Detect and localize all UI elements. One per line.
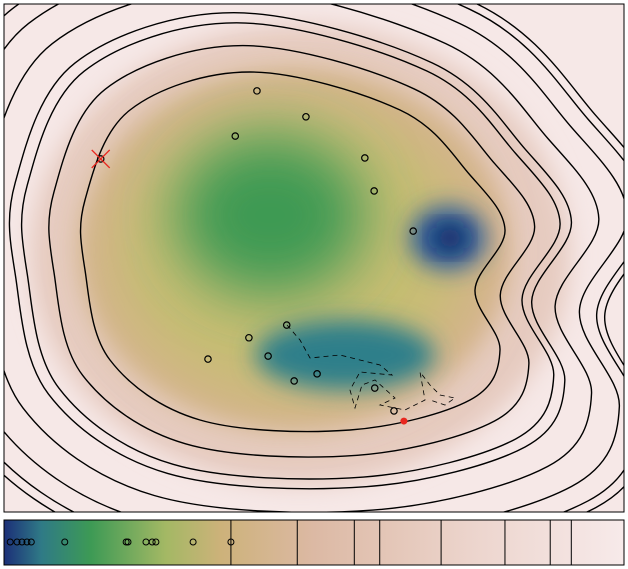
data-point [302, 112, 310, 121]
colorbar [4, 520, 624, 565]
contour-line [4, 4, 624, 512]
contour-line [20, 22, 561, 480]
data-point [204, 355, 212, 363]
colorbar-point [152, 538, 160, 546]
data-point [290, 377, 298, 385]
plot-frame [3, 3, 625, 513]
data-point [409, 227, 418, 235]
contour-line [4, 4, 624, 512]
colorbar-point [124, 538, 132, 546]
contour-line [79, 71, 506, 433]
contour-line [48, 44, 536, 458]
contour-line [8, 12, 573, 490]
colorbar-point [61, 538, 69, 546]
colorbar-point [148, 538, 156, 546]
colorbar-point [122, 538, 130, 546]
data-point [96, 155, 105, 163]
data-point [231, 132, 240, 140]
colorbar-point [23, 538, 31, 546]
colorbar-point [6, 538, 14, 546]
data-point [390, 407, 398, 415]
colorbar-point [27, 538, 35, 546]
colorbar-point [18, 538, 26, 546]
colorbar-point [13, 538, 21, 546]
colorbar-point [189, 538, 197, 546]
data-point [245, 333, 253, 342]
colorbar-point [227, 538, 235, 546]
end-point [400, 417, 408, 425]
data-point [253, 87, 261, 95]
data-point [370, 187, 378, 195]
contour-line [4, 4, 600, 512]
data-point [264, 352, 272, 360]
data-point [282, 321, 291, 329]
data-point [361, 154, 369, 162]
data-point [370, 384, 379, 392]
colorbar-gradient [4, 520, 624, 565]
start-point [91, 149, 111, 169]
trajectory [286, 324, 456, 411]
colorbar-frame [3, 519, 625, 566]
data-point [313, 370, 321, 378]
